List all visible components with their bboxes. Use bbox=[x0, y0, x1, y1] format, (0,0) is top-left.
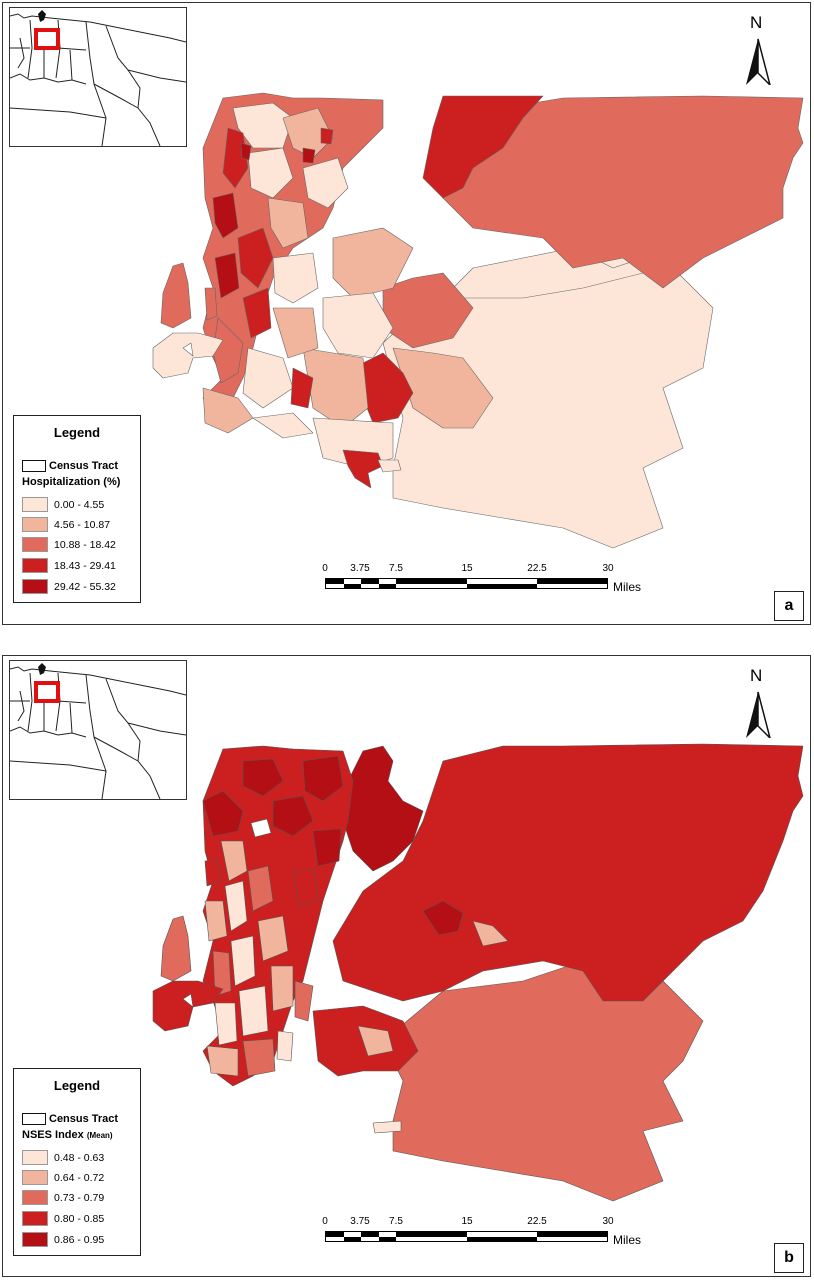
legend-range: 10.88 - 18.42 bbox=[54, 538, 116, 551]
legend-swatch bbox=[22, 1190, 48, 1205]
census-tract-label: Census Tract bbox=[49, 460, 119, 472]
legend-census-tract: Census Tract bbox=[22, 1113, 118, 1125]
legend-class-5: 29.42 - 55.32 bbox=[22, 579, 116, 594]
legend-range: 18.43 - 29.41 bbox=[54, 559, 116, 572]
legend-class-1: 0.00 - 4.55 bbox=[22, 497, 104, 512]
locator-inset-map bbox=[9, 7, 187, 147]
scale-tick: 7.5 bbox=[389, 563, 403, 574]
scale-unit: Miles bbox=[613, 580, 642, 594]
scale-tick: 15 bbox=[461, 1216, 473, 1227]
legend-class-2: 4.56 - 10.87 bbox=[22, 517, 110, 532]
choropleth-map-nses bbox=[143, 741, 810, 1206]
legend-class-1: 0.48 - 0.63 bbox=[22, 1150, 104, 1165]
legend-range: 4.56 - 10.87 bbox=[54, 518, 111, 531]
legend-variable: NSES Index (Mean) bbox=[22, 1129, 113, 1141]
census-tract-label: Census Tract bbox=[49, 1113, 119, 1125]
scale-tick: 30 bbox=[602, 1216, 614, 1227]
panel-label-b: b bbox=[774, 1243, 804, 1273]
variable-note: (Mean) bbox=[86, 1131, 113, 1140]
scale-bar: 0 3.75 7.5 15 22.5 30 Miles bbox=[321, 1216, 651, 1256]
legend-title: Legend bbox=[53, 425, 101, 440]
legend-range: 0.80 - 0.85 bbox=[54, 1212, 105, 1225]
legend-class-4: 18.43 - 29.41 bbox=[22, 558, 116, 573]
locator-map-graphic bbox=[10, 663, 186, 799]
scale-tick: 0 bbox=[322, 563, 328, 574]
map-panel-b: N bbox=[2, 655, 811, 1277]
scale-tick: 3.75 bbox=[350, 563, 370, 574]
legend-swatch bbox=[22, 1211, 48, 1226]
scale-tick: 15 bbox=[461, 563, 473, 574]
variable-label: Hospitalization (%) bbox=[22, 476, 121, 488]
north-arrow-icon bbox=[746, 691, 772, 741]
north-arrow-icon bbox=[746, 38, 772, 88]
north-arrow: N bbox=[740, 13, 776, 88]
north-label: N bbox=[750, 13, 763, 32]
legend-swatch bbox=[22, 517, 48, 532]
legend-class-3: 10.88 - 18.42 bbox=[22, 537, 116, 552]
map-panel-a: N bbox=[2, 2, 811, 625]
legend-swatch bbox=[22, 497, 48, 512]
scale-tick: 22.5 bbox=[527, 563, 547, 574]
legend-swatch bbox=[22, 1170, 48, 1185]
scale-tick: 3.75 bbox=[350, 1216, 370, 1227]
locator-map-graphic bbox=[10, 10, 186, 146]
legend-range: 29.42 - 55.32 bbox=[54, 580, 116, 593]
scale-tick: 22.5 bbox=[527, 1216, 547, 1227]
legend-class-2: 0.64 - 0.72 bbox=[22, 1170, 104, 1185]
legend-class-4: 0.80 - 0.85 bbox=[22, 1211, 104, 1226]
legend-range: 0.48 - 0.63 bbox=[54, 1151, 105, 1164]
tracts-graphic bbox=[152, 92, 804, 549]
legend-box: Legend Census Tract NSES Index (Mean) 0.… bbox=[13, 1068, 141, 1256]
legend-swatch bbox=[22, 579, 48, 594]
north-arrow: N bbox=[740, 666, 776, 741]
scale-tick: 0 bbox=[322, 1216, 328, 1227]
legend-range: 0.73 - 0.79 bbox=[54, 1191, 105, 1204]
scale-tick: 7.5 bbox=[389, 1216, 403, 1227]
legend-swatch bbox=[22, 1232, 48, 1247]
scale-bar-graphic bbox=[325, 578, 608, 589]
locator-inset-map bbox=[9, 660, 187, 800]
tracts-graphic bbox=[152, 743, 804, 1202]
legend-range: 0.64 - 0.72 bbox=[54, 1171, 105, 1184]
scale-bar: 0 3.75 7.5 15 22.5 30 Miles bbox=[321, 563, 651, 603]
panel-label-a: a bbox=[774, 591, 804, 621]
legend-box: Legend Census Tract Hospitalization (%) … bbox=[13, 415, 141, 603]
legend-variable: Hospitalization (%) bbox=[22, 476, 120, 488]
legend-swatch bbox=[22, 558, 48, 573]
legend-range: 0.86 - 0.95 bbox=[54, 1233, 105, 1246]
legend-class-5: 0.86 - 0.95 bbox=[22, 1232, 104, 1247]
north-label: N bbox=[750, 666, 763, 685]
legend-class-3: 0.73 - 0.79 bbox=[22, 1190, 104, 1205]
choropleth-map-hospitalization bbox=[143, 88, 810, 553]
tract-outline-swatch bbox=[22, 1113, 46, 1125]
tract-outline-swatch bbox=[22, 460, 46, 472]
scale-unit: Miles bbox=[613, 1233, 642, 1247]
scale-tick: 30 bbox=[602, 563, 614, 574]
legend-swatch bbox=[22, 1150, 48, 1165]
variable-label: NSES Index bbox=[22, 1129, 84, 1141]
legend-title: Legend bbox=[53, 1078, 101, 1093]
legend-swatch bbox=[22, 537, 48, 552]
legend-census-tract: Census Tract bbox=[22, 460, 118, 472]
legend-range: 0.00 - 4.55 bbox=[54, 498, 105, 511]
scale-bar-graphic bbox=[325, 1231, 608, 1242]
